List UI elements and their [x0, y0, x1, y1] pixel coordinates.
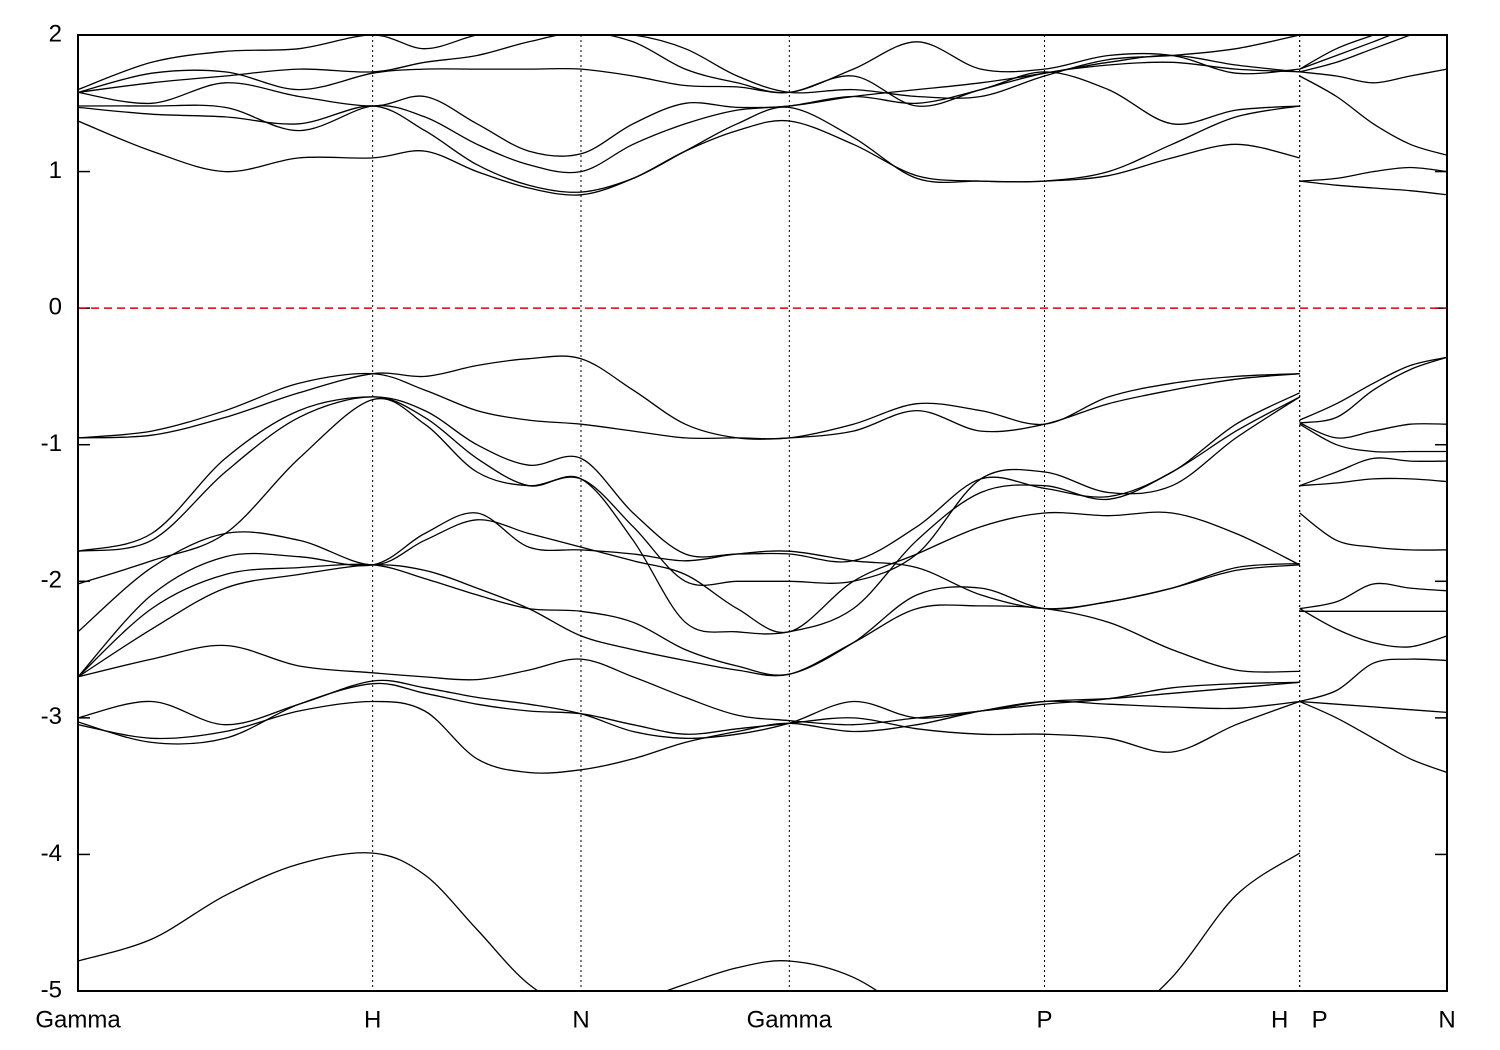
x-tick-label: P — [1312, 1006, 1328, 1033]
band-line — [78, 564, 1447, 678]
band-line — [78, 608, 1447, 726]
x-tick-label: N — [1438, 1006, 1455, 1033]
band-line — [78, 658, 1447, 740]
x-tick-label: H — [1271, 1006, 1288, 1033]
band-line — [78, 700, 1447, 774]
band-line — [78, 105, 1447, 193]
plot-frame — [77, 34, 1448, 992]
x-tick-label: N — [572, 1006, 589, 1033]
band-line — [78, 682, 1447, 774]
band-line — [78, 477, 1447, 634]
band-line — [78, 355, 1447, 440]
x-tick-label: Gamma — [747, 1006, 833, 1033]
band-line — [78, 512, 1447, 678]
y-tick-label: -2 — [41, 567, 62, 594]
y-tick-label: 0 — [49, 293, 62, 320]
band-line — [78, 71, 1447, 174]
x-tick-label: Gamma — [35, 1006, 121, 1033]
band-line — [78, 396, 1447, 635]
band-line — [78, 35, 1413, 99]
y-tick-label: -5 — [41, 976, 62, 1003]
band-line — [78, 35, 1376, 94]
band-line — [78, 852, 1301, 991]
y-tick-label: -1 — [41, 430, 62, 457]
y-tick-label: -4 — [41, 840, 62, 867]
band-line — [78, 119, 1447, 196]
plot-area — [78, 35, 1447, 991]
band-line — [78, 356, 1447, 440]
band-line — [78, 392, 1447, 563]
band-line — [78, 396, 1447, 586]
y-tick-label: 2 — [49, 20, 62, 47]
band-line — [78, 54, 1447, 157]
x-tick-label: P — [1036, 1006, 1052, 1033]
y-tick-label: 1 — [49, 157, 62, 184]
x-tick-label: H — [364, 1006, 381, 1033]
y-tick-label: -3 — [41, 703, 62, 730]
band-line — [78, 35, 1393, 107]
